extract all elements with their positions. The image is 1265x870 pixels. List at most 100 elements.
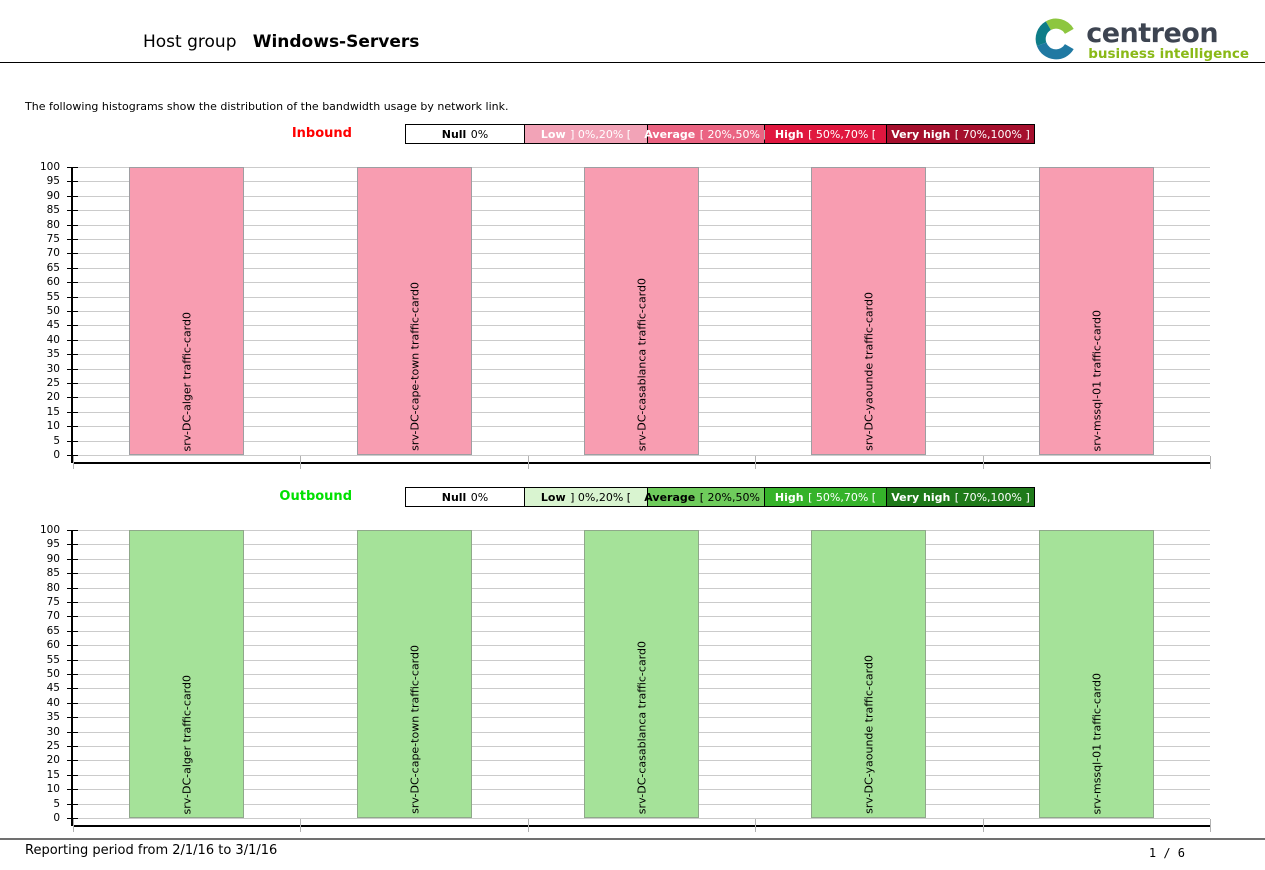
logo-tagline: business intelligence	[1088, 46, 1249, 63]
bar-label: srv-DC-casablanca traffic-card0	[635, 640, 648, 814]
y-tick-label: 85	[46, 567, 60, 579]
y-tick-label: 35	[46, 711, 60, 723]
y-tick-label: 60	[46, 639, 60, 651]
bar-label: srv-DC-yaounde traffic-card0	[862, 655, 875, 814]
reporting-period: Reporting period from 2/1/16 to 3/1/16	[25, 843, 278, 858]
x-axis-tick	[983, 819, 984, 832]
page-indicator: 1 / 6	[1148, 846, 1185, 860]
footer-divider	[0, 838, 1265, 840]
x-axis-tick	[300, 819, 301, 832]
y-tick-label: 45	[46, 682, 60, 694]
x-axis-tick	[755, 819, 756, 832]
y-tick-label: 70	[46, 610, 60, 622]
legend-cell-very-high: Very high [ 70%,100% ]	[887, 487, 1035, 507]
y-tick-label: 30	[46, 726, 60, 738]
y-tick-label: 10	[46, 783, 60, 795]
y-tick-label: 45	[46, 319, 60, 331]
y-axis	[71, 530, 73, 826]
x-axis-tick	[755, 456, 756, 469]
y-tick-label: 30	[46, 363, 60, 375]
bar-label: srv-mssql-01 traffic-card0	[1090, 672, 1103, 814]
y-tick-label: 70	[46, 247, 60, 259]
page-title-hostgroup: Windows-Servers	[252, 32, 420, 52]
page-title-prefix: Host group	[143, 32, 237, 52]
x-axis-tick	[300, 456, 301, 469]
bar: srv-DC-yaounde traffic-card0	[811, 167, 926, 455]
y-tick-label: 15	[46, 406, 60, 418]
legend-cell-high: High [ 50%,70% [	[765, 124, 887, 144]
inbound-label: Inbound	[291, 126, 352, 141]
centreon-logo-icon	[1033, 16, 1079, 66]
bar: srv-mssql-01 traffic-card0	[1039, 167, 1154, 455]
outbound-histogram: srv-DC-alger traffic-card0 srv-DC-cape-to…	[0, 524, 1265, 834]
legend-cell-high: High [ 50%,70% [	[765, 487, 887, 507]
y-tick-label: 75	[46, 596, 60, 608]
y-tick-label: 0	[53, 812, 60, 824]
x-axis-tick	[528, 456, 529, 469]
bar-label: srv-DC-alger traffic-card0	[180, 311, 193, 451]
y-tick-label: 55	[46, 291, 60, 303]
outbound-legend-row: Outbound Null 0% Low ] 0%,20% [Average [ …	[0, 487, 1265, 507]
legend-cell-low: Low ] 0%,20% [	[525, 124, 648, 144]
bar: srv-DC-alger traffic-card0	[129, 530, 244, 818]
x-axis-tick	[73, 456, 74, 469]
y-tick-label: 15	[46, 769, 60, 781]
legend-cell-null: Null 0%	[405, 124, 525, 144]
x-axis	[73, 462, 1210, 464]
outbound-legend: Null 0% Low ] 0%,20% [Average [ 20%,50% […	[405, 487, 1035, 507]
y-tick-label: 100	[39, 161, 60, 173]
bar-label: srv-DC-yaounde traffic-card0	[862, 292, 875, 451]
y-tick-label: 80	[46, 582, 60, 594]
y-tick-label: 25	[46, 740, 60, 752]
x-axis-tick	[1210, 456, 1211, 469]
y-tick-label: 85	[46, 204, 60, 216]
y-tick-label: 60	[46, 276, 60, 288]
y-tick-label: 25	[46, 377, 60, 389]
bar-label: srv-DC-casablanca traffic-card0	[635, 277, 648, 451]
y-tick-label: 50	[46, 668, 60, 680]
bar: srv-DC-cape-town traffic-card0	[357, 530, 472, 818]
header-divider	[0, 62, 1265, 63]
y-axis	[71, 167, 73, 463]
y-tick-label: 95	[46, 175, 60, 187]
logo-brand: centreon	[1086, 18, 1219, 50]
y-tick-label: 90	[46, 553, 60, 565]
x-axis-tick	[1210, 819, 1211, 832]
x-axis-tick	[983, 456, 984, 469]
bar: srv-DC-cape-town traffic-card0	[357, 167, 472, 455]
y-tick-label: 40	[46, 334, 60, 346]
bar: srv-DC-alger traffic-card0	[129, 167, 244, 455]
y-tick-label: 80	[46, 219, 60, 231]
legend-cell-null: Null 0%	[405, 487, 525, 507]
y-tick-label: 95	[46, 538, 60, 550]
bar: srv-DC-casablanca traffic-card0	[584, 530, 699, 818]
page-title: Host group Windows-Servers	[143, 32, 419, 52]
gridline	[73, 455, 1210, 456]
plot-area: srv-DC-alger traffic-card0 srv-DC-cape-to…	[73, 530, 1210, 819]
inbound-legend: Null 0% Low ] 0%,20% [Average [ 20%,50% […	[405, 124, 1035, 144]
x-axis-tick	[528, 819, 529, 832]
y-tick-label: 75	[46, 233, 60, 245]
y-tick-label: 65	[46, 625, 60, 637]
gridline	[73, 818, 1210, 819]
y-tick-label: 5	[53, 798, 60, 810]
legend-cell-average: Average [ 20%,50% [	[644, 124, 768, 144]
x-axis	[73, 825, 1210, 827]
inbound-histogram: srv-DC-alger traffic-card0 srv-DC-cape-to…	[0, 161, 1265, 471]
y-tick-label: 5	[53, 435, 60, 447]
y-tick-label: 50	[46, 305, 60, 317]
y-tick-label: 100	[39, 524, 60, 536]
y-tick-label: 55	[46, 654, 60, 666]
y-tick-label: 0	[53, 449, 60, 461]
bar: srv-DC-yaounde traffic-card0	[811, 530, 926, 818]
legend-cell-very-high: Very high [ 70%,100% ]	[887, 124, 1035, 144]
centreon-logo-text: centreon business intelligence	[1086, 20, 1249, 62]
centreon-logo: centreon business intelligence	[1033, 16, 1249, 66]
bar: srv-DC-casablanca traffic-card0	[584, 167, 699, 455]
bar-label: srv-DC-cape-town traffic-card0	[408, 645, 421, 814]
legend-cell-average: Average [ 20%,50% [	[644, 487, 768, 507]
outbound-label: Outbound	[279, 489, 352, 504]
bar-label: srv-DC-alger traffic-card0	[180, 674, 193, 814]
bar-label: srv-mssql-01 traffic-card0	[1090, 309, 1103, 451]
